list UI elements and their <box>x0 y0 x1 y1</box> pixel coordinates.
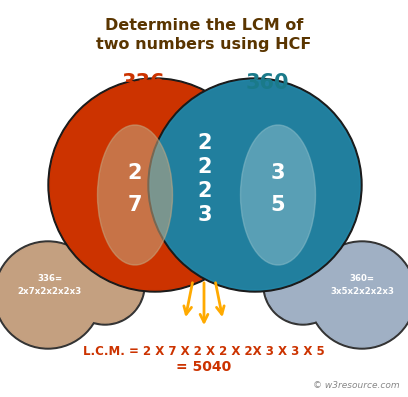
Circle shape <box>50 80 260 290</box>
Ellipse shape <box>240 125 315 265</box>
Text: L.C.M. = 2 X 7 X 2 X 2 X 2X 3 X 3 X 5: L.C.M. = 2 X 7 X 2 X 2 X 2X 3 X 3 X 5 <box>83 345 325 358</box>
Circle shape <box>0 243 100 347</box>
Circle shape <box>148 78 362 292</box>
Text: 7: 7 <box>128 195 142 215</box>
Circle shape <box>48 78 262 292</box>
Circle shape <box>150 80 360 290</box>
Text: 360: 360 <box>245 73 289 93</box>
Text: Determine the LCM of
two numbers using HCF: Determine the LCM of two numbers using H… <box>96 18 312 52</box>
Text: 2: 2 <box>198 181 212 201</box>
Circle shape <box>0 241 102 349</box>
Text: = 5040: = 5040 <box>176 360 232 374</box>
Ellipse shape <box>98 125 173 265</box>
Text: 5: 5 <box>271 195 285 215</box>
Text: 360=
3x5x2x2x2x3: 360= 3x5x2x2x2x3 <box>330 274 394 296</box>
Text: 2: 2 <box>198 157 212 177</box>
Circle shape <box>263 245 343 325</box>
Circle shape <box>65 245 145 325</box>
Text: 3: 3 <box>198 205 212 225</box>
Text: 2: 2 <box>198 133 212 153</box>
Circle shape <box>308 241 408 349</box>
Circle shape <box>67 247 143 323</box>
Circle shape <box>310 243 408 347</box>
Circle shape <box>265 247 341 323</box>
Text: 336=
2x7x2x2x2x3: 336= 2x7x2x2x2x3 <box>18 274 82 296</box>
Text: 336: 336 <box>121 73 165 93</box>
Text: 3: 3 <box>271 163 285 183</box>
Text: © w3resource.com: © w3resource.com <box>313 381 400 390</box>
Text: 2: 2 <box>128 163 142 183</box>
